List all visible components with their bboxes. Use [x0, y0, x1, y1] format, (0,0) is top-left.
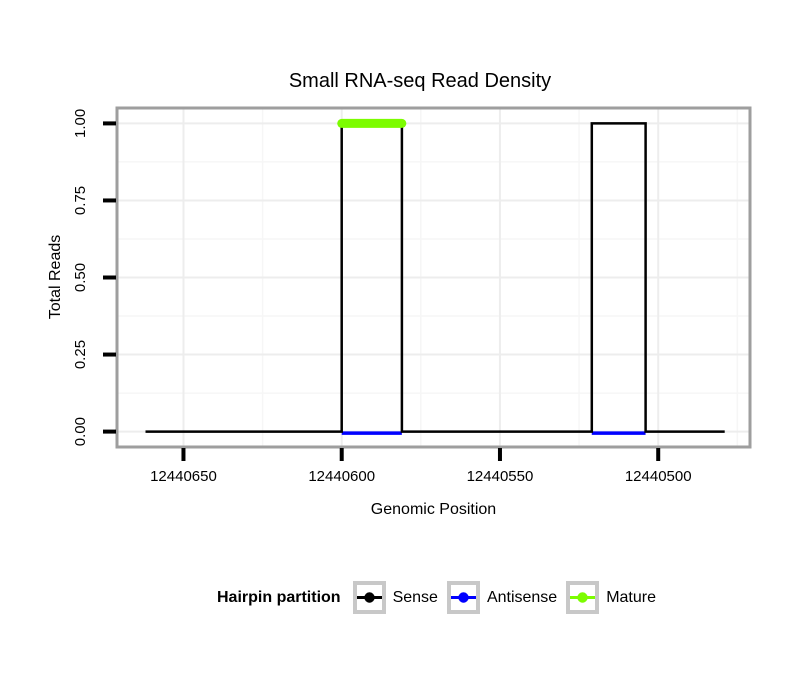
legend-item-sense: Sense [352, 581, 438, 614]
y-tick-label: 1.00 [72, 109, 89, 138]
legend-item-mature: Mature [566, 581, 656, 614]
legend-title: Hairpin partition [217, 588, 341, 606]
legend-key-sense [352, 581, 386, 614]
x-tick-label: 12440550 [467, 468, 534, 485]
pointrange-glyph-icon [356, 592, 382, 603]
series-sense-line [145, 122, 725, 433]
x-tick-label: 12440650 [150, 468, 217, 485]
y-tick-label: 0.00 [72, 417, 89, 446]
y-tick-label: 0.50 [72, 263, 89, 292]
x-tick-label: 12440600 [308, 468, 375, 485]
legend-item-antisense: Antisense [446, 581, 558, 614]
pointrange-glyph-icon [450, 592, 476, 603]
legend-label-antisense: Antisense [486, 588, 558, 606]
legend-label-sense: Sense [392, 588, 438, 606]
y-tick-label: 0.75 [72, 186, 89, 215]
x-tick-label: 12440500 [625, 468, 692, 485]
legend: Hairpin partition Sense Antisense [217, 581, 665, 614]
pointrange-glyph-icon [570, 592, 596, 603]
legend-key-mature [566, 581, 600, 614]
panel-border [115, 106, 752, 449]
y-tick-label: 0.25 [72, 340, 89, 369]
chart-title: Small RNA-seq Read Density [288, 70, 552, 92]
legend-label-mature: Mature [606, 588, 656, 606]
x-axis-title: Genomic Position [370, 501, 497, 518]
legend-key-antisense [446, 581, 480, 614]
